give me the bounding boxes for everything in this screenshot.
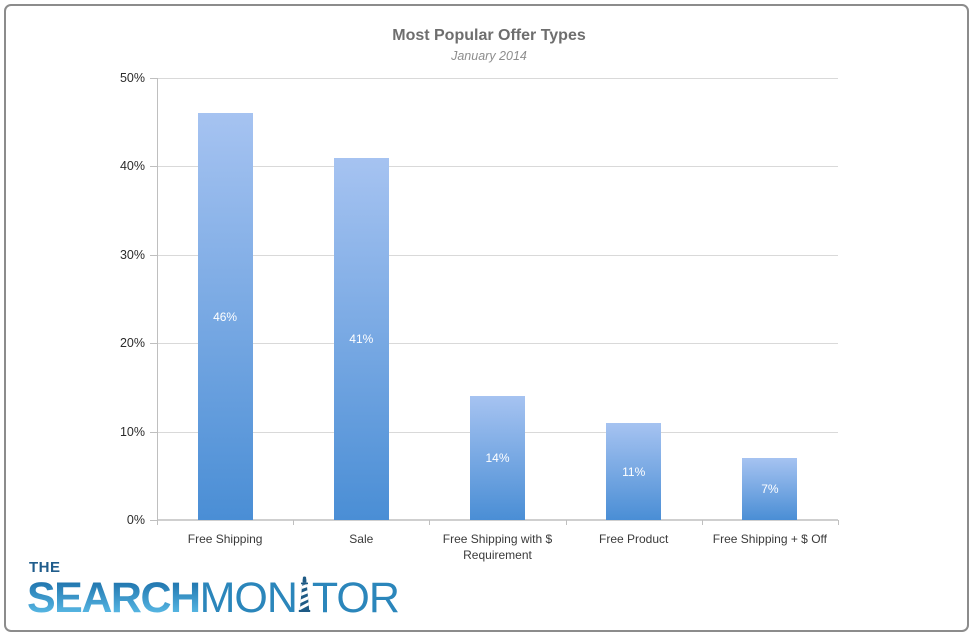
- logo-monitor-suffix-text: TOR: [311, 574, 400, 622]
- logo-the-text: THE: [29, 559, 61, 576]
- y-axis-tick: [150, 520, 157, 521]
- y-axis-tick-label: 50%: [119, 71, 145, 85]
- plot-area: 50% 40% 30% 20% 10% 0% 46% Free Shipping 41% Sale…: [120, 71, 839, 562]
- y-axis-tick-label: 30%: [119, 247, 145, 262]
- x-axis-category-label: Free Product: [599, 532, 669, 546]
- x-axis-tick: [565, 520, 567, 525]
- y-axis-tick-label: 40%: [119, 159, 145, 174]
- x-axis-tick: [293, 520, 295, 525]
- y-axis-tick: [150, 78, 157, 79]
- x-axis-tick: [701, 520, 703, 525]
- logo-main-text: SEARCHMON TOR: [27, 574, 400, 622]
- bar-value-label: 14%: [485, 451, 510, 465]
- y-axis-tick: [150, 343, 157, 345]
- x-axis-category-label: Sale: [349, 532, 374, 546]
- y-axis-tick-label: 20%: [119, 336, 145, 351]
- logo-search-text: SEARCH: [27, 574, 201, 622]
- x-axis-baseline: [157, 519, 838, 521]
- y-axis-tick: [150, 254, 157, 256]
- y-axis-tick: [150, 166, 157, 168]
- x-axis-tick: [838, 520, 839, 525]
- bar: 11%: [606, 423, 662, 520]
- chart-frame: [4, 4, 969, 632]
- bar: 46%: [197, 113, 253, 520]
- x-axis-category-label: Free Shipping with $ Requirement: [442, 532, 553, 562]
- x-axis-category-label: Free Shipping: [187, 532, 263, 546]
- gridline: [157, 254, 838, 256]
- bar-value-label: 41%: [349, 332, 374, 346]
- bar: 7%: [742, 458, 798, 520]
- gridline: [157, 166, 838, 168]
- y-axis-tick: [150, 431, 157, 433]
- bar-value-label: 7%: [761, 482, 779, 496]
- bar-value-label: 11%: [622, 464, 646, 479]
- y-axis-tick-label: 0%: [126, 513, 145, 527]
- chart-title: Most Popular Offer Types: [392, 27, 586, 44]
- x-axis-tick: [429, 520, 431, 525]
- logo-monitor-prefix-text: MON: [199, 574, 298, 622]
- gridline: [157, 78, 838, 79]
- chart-subtitle: January 2014: [451, 49, 527, 63]
- y-axis-line: [157, 78, 158, 525]
- bar-value-label: 46%: [213, 309, 238, 324]
- y-axis-tick-label: 10%: [119, 424, 145, 439]
- x-axis-tick: [157, 520, 158, 525]
- x-axis-category-label: Free Shipping + $ Off: [712, 532, 827, 546]
- bar: 41%: [333, 158, 389, 520]
- bar: 14%: [470, 396, 525, 520]
- gridline: [157, 343, 838, 345]
- lighthouse-icon: [298, 576, 311, 612]
- search-monitor-logo: THE SEARCHMON TOR: [27, 559, 400, 622]
